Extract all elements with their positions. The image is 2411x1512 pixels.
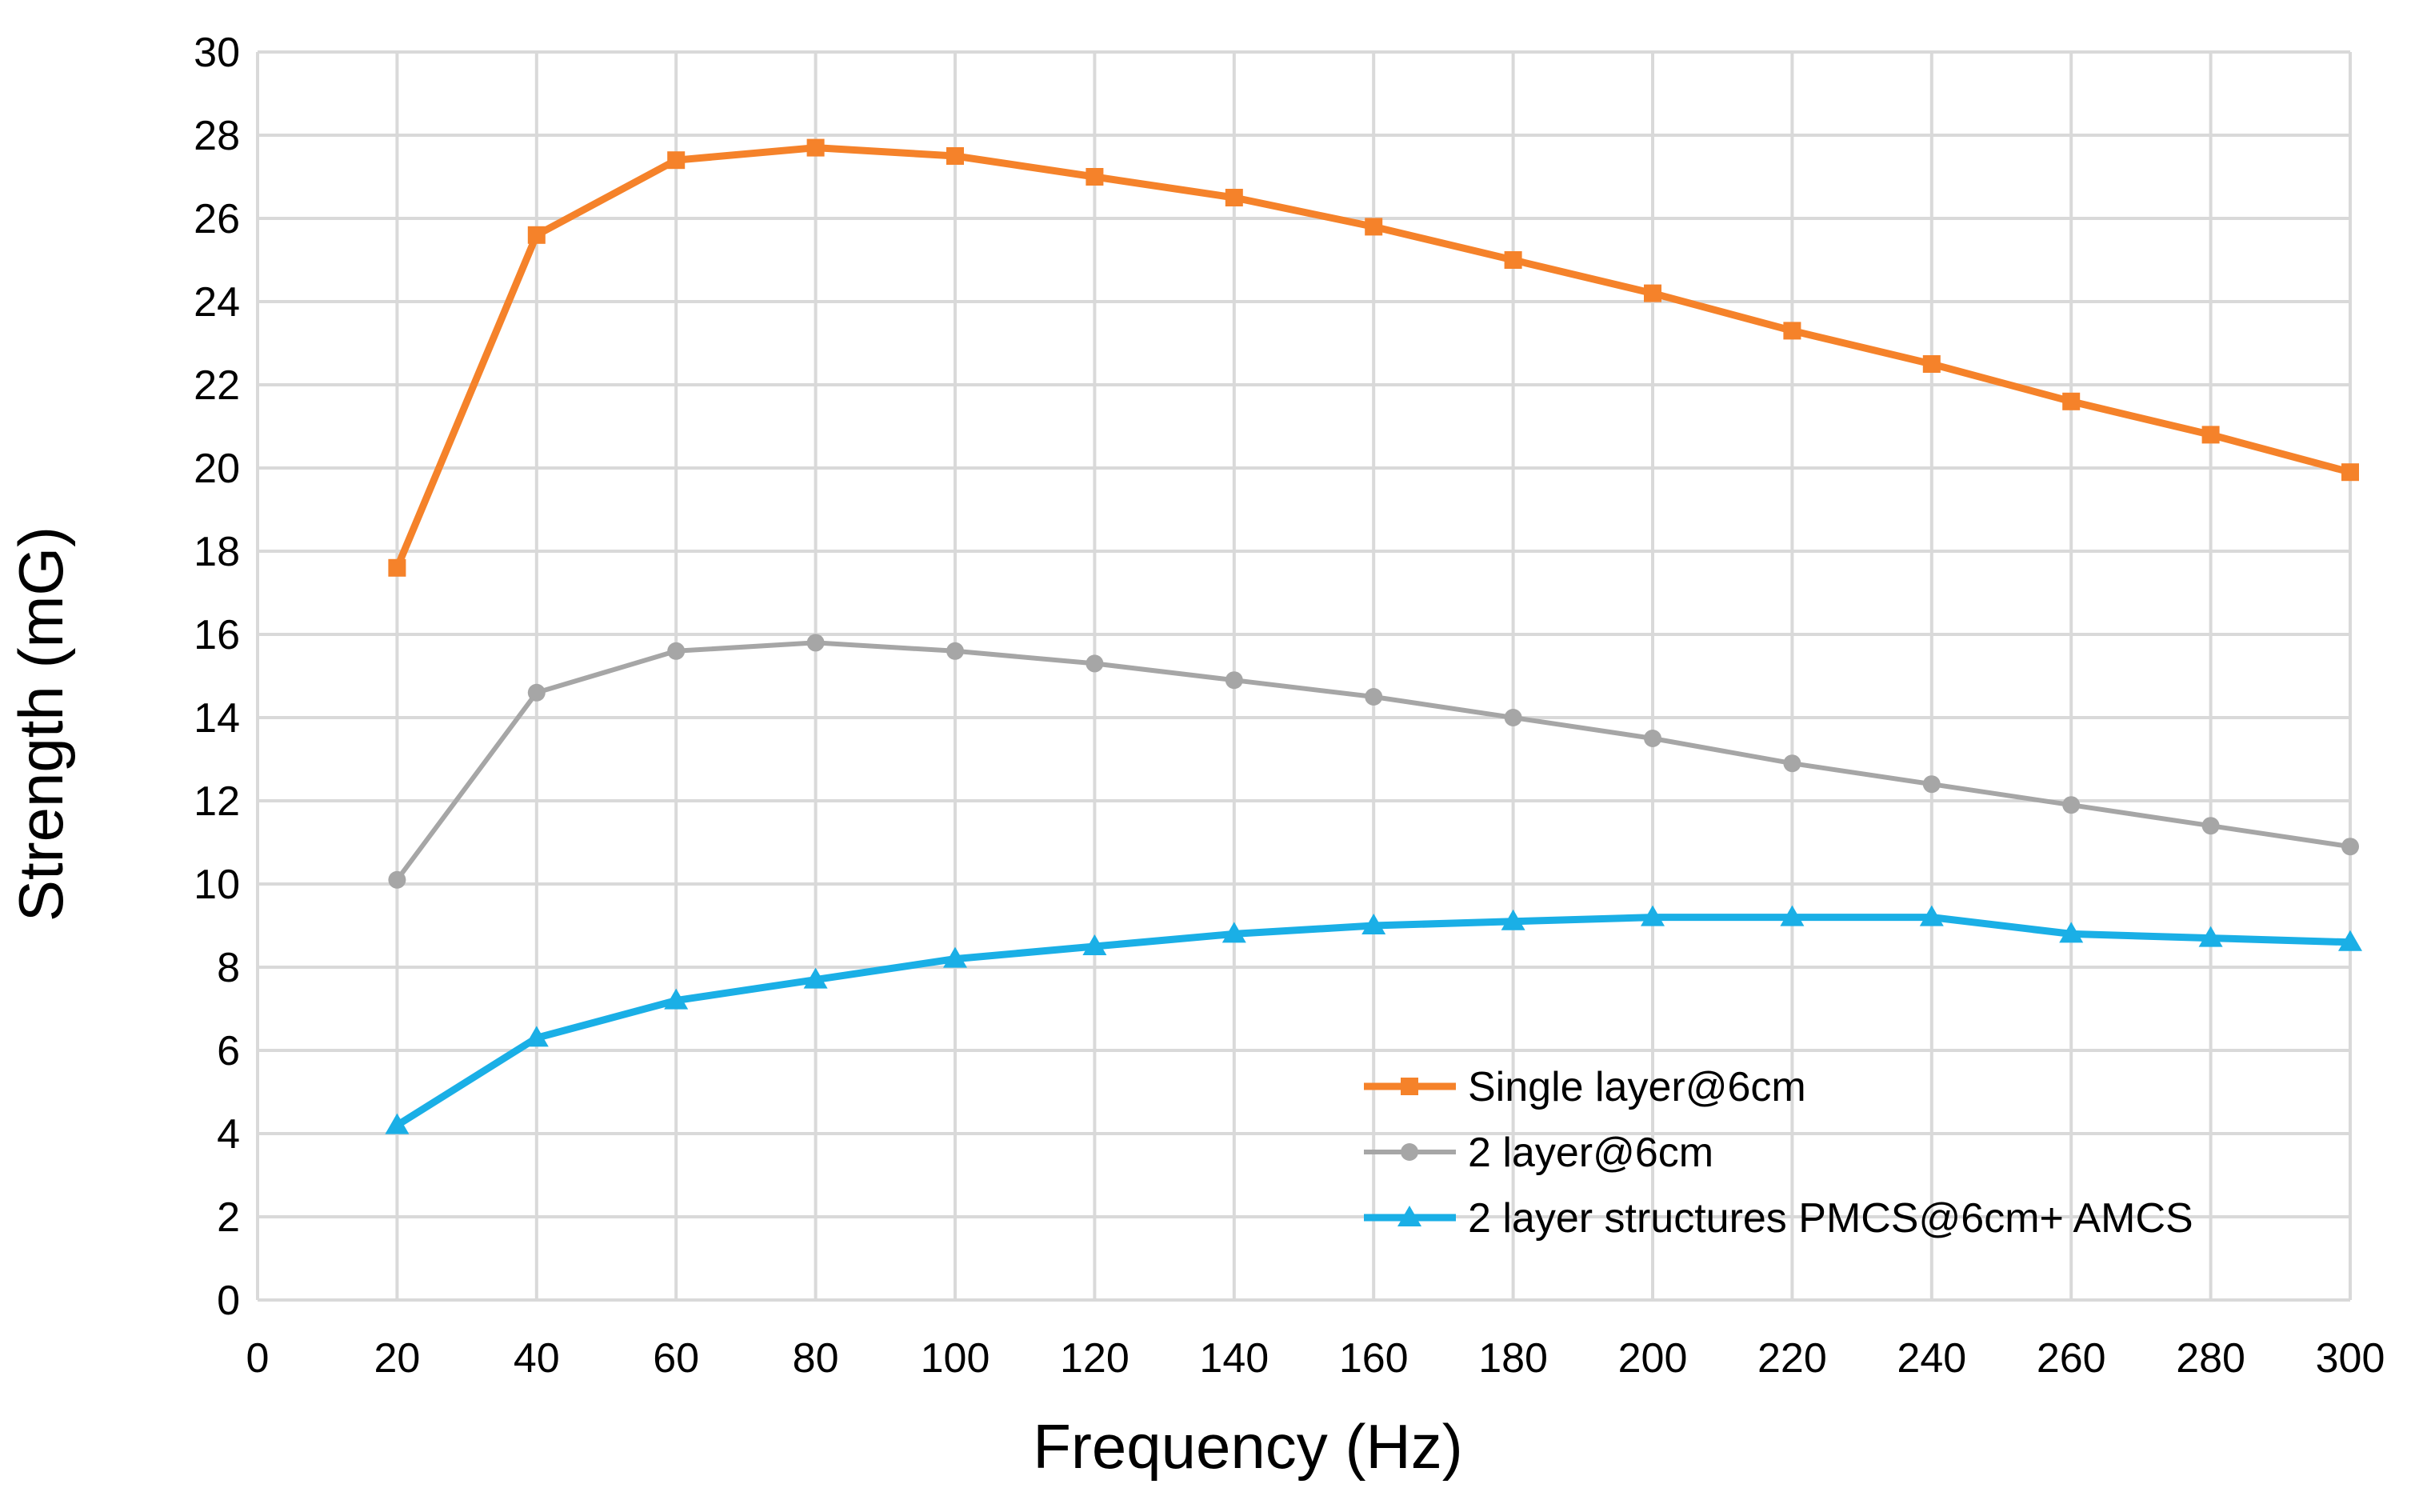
x-tick-label: 60: [653, 1335, 699, 1382]
y-tick-label: 16: [194, 612, 240, 658]
y-tick-label: 28: [194, 113, 240, 159]
data-point: [803, 967, 828, 989]
x-tick-label: 240: [1897, 1335, 1966, 1382]
data-point: [806, 138, 825, 157]
data-point: [527, 683, 546, 702]
y-tick-label: 2: [217, 1194, 240, 1241]
data-point: [388, 870, 406, 889]
data-point: [806, 634, 825, 652]
data-point: [1922, 775, 1941, 794]
data-point: [943, 946, 967, 968]
x-tick-label: 0: [246, 1335, 270, 1382]
x-tick-label: 100: [921, 1335, 990, 1382]
data-point: [667, 151, 686, 170]
data-point: [2341, 463, 2359, 482]
data-point: [1086, 168, 1104, 186]
data-point: [385, 1113, 410, 1134]
data-point: [1225, 189, 1243, 206]
data-point: [1365, 688, 1383, 706]
series-3: [385, 905, 2362, 1134]
data-point: [1504, 251, 1522, 269]
x-tick-label: 280: [2176, 1335, 2245, 1382]
data-point: [1783, 322, 1801, 340]
x-tick-label: 300: [2316, 1335, 2385, 1382]
data-point: [1504, 709, 1522, 726]
grid: [256, 50, 2352, 1302]
data-point: [1221, 922, 1246, 943]
data-point: [2338, 930, 2362, 951]
legend-item: Single layer@6cm: [1364, 1064, 1806, 1110]
data-point: [2201, 426, 2220, 444]
y-tick-label: 10: [194, 862, 240, 908]
data-point: [1082, 934, 1107, 955]
data-point: [946, 642, 964, 660]
data-point: [664, 988, 689, 1010]
y-tick-label: 18: [194, 529, 240, 575]
x-tick-label: 260: [2037, 1335, 2106, 1382]
data-point: [1361, 914, 1386, 934]
data-point: [1783, 754, 1801, 773]
series-layer: [385, 138, 2362, 1134]
legend-label: 2 layer@6cm: [1468, 1130, 1713, 1176]
data-point: [1641, 905, 1665, 926]
data-point: [1225, 671, 1243, 690]
data-point: [524, 1026, 549, 1047]
y-tick-label: 14: [194, 695, 240, 742]
y-tick-label: 8: [217, 945, 240, 991]
y-tick-label: 20: [194, 446, 240, 492]
x-tick-label: 120: [1060, 1335, 1130, 1382]
data-point: [1365, 218, 1383, 236]
y-tick-label: 22: [194, 362, 240, 409]
data-point: [388, 558, 406, 577]
legend-item: 2 layer@6cm: [1364, 1130, 1713, 1176]
legend-item: 2 layer structures PMCS@6cm+ AMCS: [1364, 1195, 2193, 1242]
data-point: [1922, 355, 1941, 373]
data-point: [1919, 905, 1944, 926]
y-axis-label: Strength (mG): [6, 526, 76, 922]
x-tick-label: 220: [1757, 1335, 1827, 1382]
data-point: [2201, 817, 2220, 835]
y-tick-label: 24: [194, 279, 240, 326]
data-point: [1086, 654, 1104, 673]
x-tick-label: 140: [1199, 1335, 1269, 1382]
legend-label: Single layer@6cm: [1468, 1064, 1806, 1110]
x-axis-label: Frequency (Hz): [1033, 1411, 1462, 1482]
y-tick-label: 6: [217, 1028, 240, 1074]
data-point: [2062, 796, 2081, 814]
legend-marker: [1401, 1078, 1418, 1095]
data-point: [2198, 926, 2223, 947]
data-point: [527, 226, 546, 244]
y-tick-label: 26: [194, 196, 240, 242]
y-tick-label: 30: [194, 30, 240, 76]
data-point: [2341, 838, 2359, 856]
y-tick-label: 4: [217, 1111, 240, 1158]
legend-marker: [1401, 1143, 1418, 1161]
series-2: [388, 634, 2359, 889]
x-tick-label: 20: [374, 1335, 420, 1382]
x-tick-label: 180: [1478, 1335, 1548, 1382]
legend: Single layer@6cm 2 layer@6cm 2 layer struc…: [1364, 1064, 2193, 1242]
legend-label: 2 layer structures PMCS@6cm+ AMCS: [1468, 1195, 2193, 1242]
x-tick-label: 160: [1339, 1335, 1409, 1382]
data-point: [1501, 909, 1525, 930]
data-point: [2062, 392, 2081, 410]
series-1: [388, 138, 2359, 577]
legend-marker: [1397, 1206, 1421, 1226]
data-point: [2059, 922, 2084, 943]
x-tick-label: 200: [1618, 1335, 1688, 1382]
y-tick-label: 12: [194, 778, 240, 825]
data-point: [1644, 284, 1661, 302]
x-tick-label: 40: [514, 1335, 560, 1382]
data-point: [1780, 905, 1805, 926]
data-point: [1644, 730, 1661, 747]
data-point: [667, 642, 686, 660]
y-tick-label: 0: [217, 1278, 240, 1324]
data-point: [946, 147, 964, 165]
x-tick-label: 80: [793, 1335, 839, 1382]
